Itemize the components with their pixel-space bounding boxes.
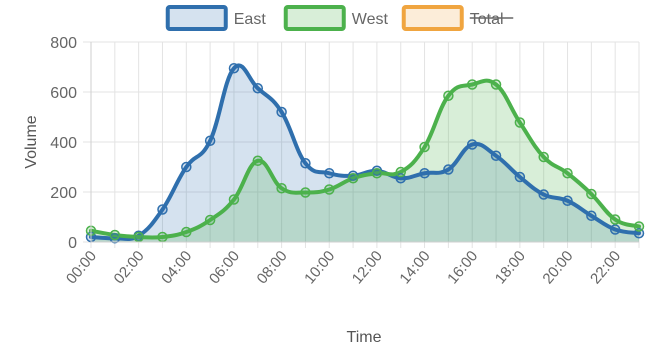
legend-swatch-total (401, 5, 464, 31)
point-east (109, 233, 121, 244)
x-tick-label: 04:00 (158, 248, 195, 288)
series-lines (89, 63, 641, 242)
legend[interactable]: East West Total (165, 5, 514, 31)
x-tick-label: 10:00 (301, 248, 338, 288)
point-west (347, 173, 359, 184)
legend-item-west[interactable]: West (283, 5, 389, 31)
point-east (609, 224, 621, 235)
point-east (514, 171, 526, 183)
y-tick-label: 0 (68, 235, 77, 252)
x-tick-label: 20:00 (539, 248, 576, 288)
point-west (609, 214, 621, 225)
point-west (204, 214, 216, 226)
point-east (538, 189, 549, 200)
point-east (419, 168, 430, 179)
point-west (490, 79, 502, 90)
point-east (157, 204, 168, 215)
point-west (228, 194, 240, 205)
point-east (252, 83, 264, 94)
x-tick-label: 22:00 (587, 248, 624, 288)
legend-label-total: Total (470, 11, 504, 28)
legend-swatch-east (165, 5, 228, 31)
point-east (204, 135, 216, 146)
line-east (89, 63, 641, 242)
point-west (324, 184, 335, 195)
point-east (466, 139, 478, 150)
y-tick-label: 400 (50, 135, 77, 152)
point-east (300, 158, 311, 169)
point-west (562, 168, 573, 179)
y-tick-label: 800 (50, 35, 77, 52)
series-points (85, 63, 645, 244)
x-tick-label: 08:00 (254, 248, 291, 288)
point-west (443, 90, 454, 101)
point-east (443, 164, 454, 175)
point-west (300, 187, 311, 198)
y-tick-label: 600 (50, 85, 77, 102)
point-west (514, 117, 526, 128)
x-tick-label: 18:00 (492, 248, 529, 288)
point-west (181, 226, 192, 238)
point-east (228, 63, 240, 74)
x-axis-title: Time (347, 329, 382, 346)
point-east (562, 195, 573, 206)
point-west (371, 168, 383, 179)
y-tick-label: 200 (50, 185, 77, 202)
legend-label-west: West (352, 11, 389, 28)
x-tick-label: 00:00 (63, 248, 100, 288)
legend-item-east[interactable]: East (165, 5, 267, 31)
point-east (276, 106, 287, 118)
point-west (586, 188, 597, 200)
point-east (324, 168, 335, 179)
y-axis-title: Volume (23, 115, 40, 168)
point-west (133, 231, 144, 243)
point-east (181, 161, 192, 173)
series-areas (91, 65, 639, 243)
point-west (276, 183, 287, 194)
legend-label-east: East (234, 11, 267, 28)
legend-item-total[interactable]: Total (401, 5, 514, 31)
area-east (91, 65, 639, 242)
point-west (419, 141, 430, 153)
point-west (157, 231, 168, 243)
point-west (538, 151, 549, 163)
point-west (633, 221, 645, 232)
point-west (252, 155, 264, 166)
point-east (586, 210, 597, 221)
point-west (109, 229, 121, 241)
x-tick-label: 14:00 (396, 248, 433, 288)
x-tick-label: 12:00 (349, 248, 386, 288)
point-west (395, 166, 406, 178)
legend-swatch-west (283, 5, 346, 31)
point-east (490, 150, 502, 161)
x-tick-label: 02:00 (111, 248, 148, 288)
x-tick-label: 06:00 (206, 248, 243, 288)
point-west (466, 79, 478, 90)
x-tick-label: 16:00 (444, 248, 481, 288)
area-west (91, 80, 639, 243)
line-west (89, 78, 641, 240)
